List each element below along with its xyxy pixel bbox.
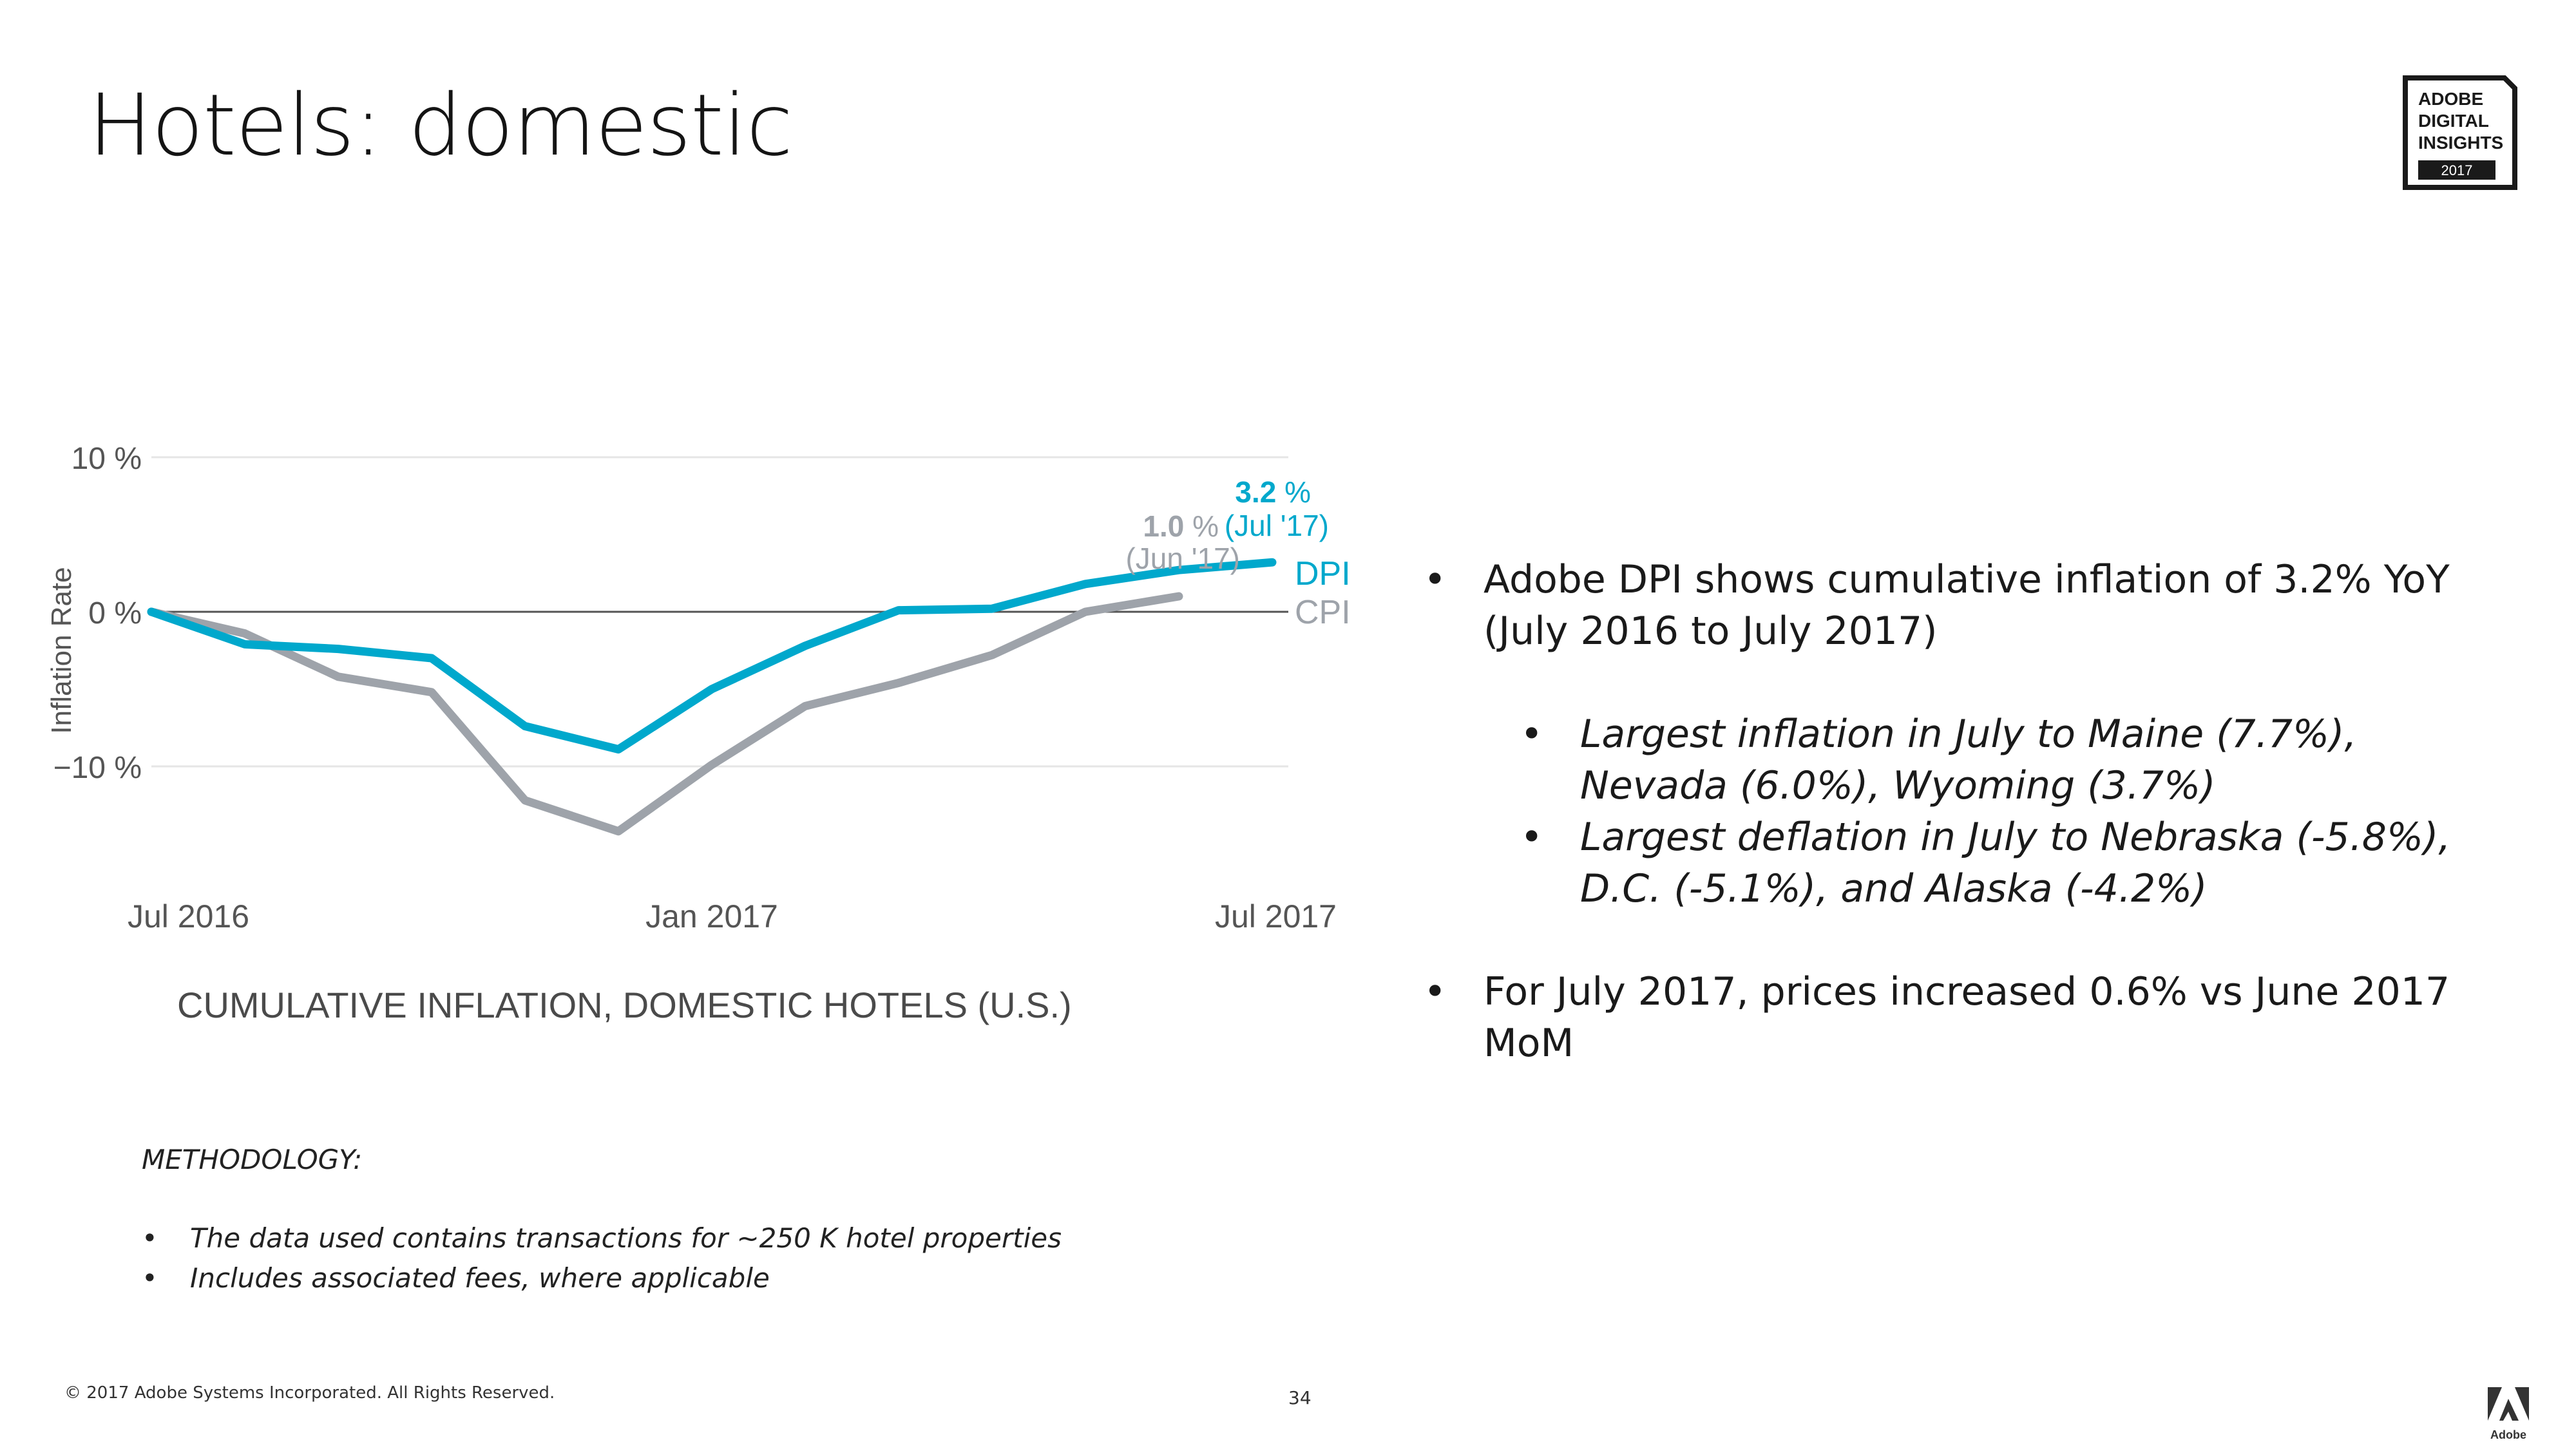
data-point-cpi [803,704,807,708]
data-point-cpi [616,829,620,833]
y-tick-label: 0 % [88,596,142,630]
data-point-dpi [1083,582,1087,586]
bullet-dot: • [1520,815,1543,860]
data-point-dpi [149,610,153,614]
bullet-text: Largest deflation in July to Nebraska (-… [1580,815,2451,911]
data-point-dpi [1177,568,1181,573]
legend-cpi: CPI [1295,594,1351,631]
y-tick-label: 10 % [72,442,142,476]
data-point-dpi [523,724,527,728]
bullet-text: Largest inflation in July to Maine (7.7%… [1580,712,2357,808]
bullet-main-1: • Adobe DPI shows cumulative inflation o… [1424,554,2480,657]
data-point-cpi [523,798,527,802]
bullet-main-2: • For July 2017, prices increased 0.6% v… [1424,966,2480,1069]
dpi-end-value: 3.2 [1235,475,1276,509]
methodology-item-text: Includes associated fees, where applicab… [190,1262,770,1294]
data-point-dpi [1270,560,1274,565]
bullet-dot: • [1424,969,1447,1014]
methodology-item-text: The data used contains transactions for … [190,1222,1062,1254]
slide-title: Hotels: domestic [88,76,793,175]
cpi-end-value-label: 1.0 % [1143,509,1219,543]
methodology-heading: METHODOLOGY: [142,1144,363,1175]
badge-line2: DIGITAL [2418,111,2489,131]
methodology-item: • Includes associated fees, where applic… [142,1258,1237,1298]
insight-bullets: • Adobe DPI shows cumulative inflation o… [1424,554,2480,1069]
data-point-cpi [243,631,247,636]
x-tick-label: Jul 2017 [1215,898,1337,934]
dpi-end-unit: % [1276,475,1311,509]
data-point-cpi [1083,610,1087,614]
inflation-chart: 10 % 0 % −10 % Jul 2016 Jan 2017 Jul 2017 Infl… [46,442,1351,1025]
methodology: METHODOLOGY: • The data used contains tr… [142,1140,1237,1298]
badge-line3: INSIGHTS [2418,133,2503,153]
badge-line1: ADOBE [2418,89,2483,109]
bullet-dot: • [1520,712,1543,757]
cpi-end-date-label: (Jun '17) [1125,542,1240,575]
y-tick-label: −10 % [53,751,142,785]
data-point-dpi [243,642,247,647]
bullet-dot: • [1424,557,1447,602]
dpi-end-date-label: (Jul '17) [1225,509,1329,542]
y-axis-label: Inflation Rate [46,567,77,734]
bullet-sub-2: • Largest deflation in July to Nebraska … [1424,811,2480,914]
data-point-dpi [430,656,434,660]
x-tick-label: Jul 2016 [128,898,249,934]
bullet-dot: • [142,1262,158,1294]
data-point-cpi [897,681,901,685]
adobe-logo-icon: Adobe [2488,1387,2529,1441]
data-point-cpi [710,762,714,767]
x-tick-label: Jan 2017 [645,898,778,934]
chart-title: CUMULATIVE INFLATION, DOMESTIC HOTELS (U… [177,985,1072,1025]
data-point-cpi [1177,594,1181,598]
bullet-text: For July 2017, prices increased 0.6% vs … [1484,969,2450,1066]
data-point-dpi [803,643,807,648]
series-line-dpi [147,558,1277,754]
series-line-cpi [147,592,1183,836]
bullet-sub-1: • Largest inflation in July to Maine (7.… [1424,708,2480,811]
bullet-text: Adobe DPI shows cumulative inflation of … [1484,557,2450,654]
data-point-dpi [336,647,340,651]
data-point-dpi [616,747,620,752]
data-point-dpi [710,687,714,691]
bullet-dot: • [142,1222,158,1254]
dpi-end-value-label: 3.2 % [1235,475,1311,509]
data-point-dpi [897,608,901,612]
data-point-dpi [990,607,994,611]
methodology-item: • The data used contains transactions fo… [142,1218,1237,1258]
page-number: 34 [1288,1387,1312,1408]
data-point-cpi [336,674,340,679]
adobe-digital-insights-badge: ADOBE DIGITAL INSIGHTS 2017 [2403,75,2517,190]
copyright: © 2017 Adobe Systems Incorporated. All R… [64,1383,555,1403]
cpi-end-unit: % [1184,509,1219,543]
cpi-end-value: 1.0 [1143,509,1184,543]
badge-year: 2017 [2441,162,2473,178]
legend-dpi: DPI [1295,555,1351,592]
data-point-cpi [990,653,994,658]
data-point-cpi [430,690,434,694]
logo-text: Adobe [2490,1428,2526,1441]
